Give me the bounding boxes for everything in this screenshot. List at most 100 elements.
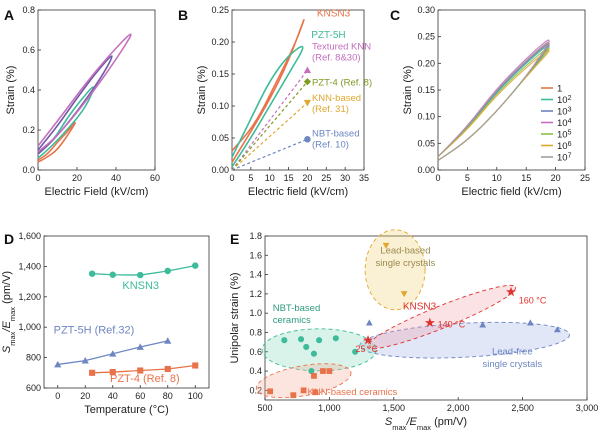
- panel-E-ytick-label: 0.2: [249, 385, 262, 395]
- panel-B-ref-line-1: [231, 81, 308, 171]
- panel-E-point-3: [479, 321, 487, 328]
- panel-B-ref-label-3: NBT-based: [312, 129, 360, 140]
- panel-A-xtick-label: 60: [150, 173, 160, 183]
- panel-C-legend-label-2-part: 3: [568, 106, 572, 113]
- panel-D-ytick-label: 1,000: [18, 322, 41, 332]
- panel-C-xtick-label: 25: [580, 173, 590, 183]
- panel-D-marker-0: [164, 267, 171, 275]
- panel-E-point-1: [267, 388, 274, 395]
- panel-B-xtick-label: 25: [321, 173, 331, 183]
- panel-D-xtick-label: 0: [55, 391, 60, 401]
- panel-E-point-4: [506, 286, 516, 297]
- panel-B-loop-0: [231, 19, 305, 163]
- panel-D-marker-2: [164, 365, 171, 373]
- panel-D-ylabel-part: /E: [1, 321, 13, 333]
- panel-C-xtick-label: 5: [465, 173, 470, 183]
- panel-E-xlabel-part: S: [385, 416, 393, 428]
- panel-D: 0 20 40 60 80 100 600 800 1,000 1,200 1,400 1,600 KN…: [1, 231, 210, 416]
- panel-C-ytick-label: 0.25: [417, 32, 435, 42]
- panel-E-label-KNSN3: KNSN3: [403, 301, 437, 312]
- panel-E-point-1: [311, 372, 317, 379]
- panel-E-ytick-label: 1.8: [249, 231, 262, 241]
- panel-C-legend-label-5: 106: [557, 141, 572, 153]
- panel-E-point-1: [326, 368, 333, 374]
- panel-C-legend-label-6: 107: [557, 152, 572, 164]
- panel-D-label-PZT4: PZT-4 (Ref. 8): [110, 373, 180, 385]
- panel-D-marker-2: [89, 369, 96, 376]
- panel-letter-D: D: [4, 231, 14, 247]
- panel-D-ytick-label: 1,400: [18, 261, 41, 271]
- panel-E-ytick-label: 1.0: [249, 308, 262, 318]
- panel-B-xtick-label: 35: [359, 173, 369, 183]
- panel-D-xtick-label: 80: [163, 391, 173, 401]
- panel-E-region-lead-based: [364, 229, 426, 311]
- panel-C-legend-label-5-part: 10: [557, 141, 568, 152]
- panel-E-ytick-label: 0.4: [249, 366, 262, 376]
- panel-E-xtick-label: 2,000: [447, 403, 470, 413]
- panel-C-legend-label-0-part: 1: [557, 84, 562, 95]
- panel-B-loop-1: [231, 45, 304, 168]
- panel-D-ytick-label: 600: [26, 383, 41, 393]
- panel-C-loop-2: [437, 43, 550, 161]
- panel-D-ytick-label: 800: [26, 353, 41, 363]
- panel-B-ref-marker-2: [303, 99, 312, 107]
- panel-E-frame: [264, 235, 588, 401]
- panel-B-xtick-label: 5: [248, 173, 253, 183]
- panel-B-ytick-label: 0.10: [211, 101, 229, 111]
- panel-E-ytick-label: 1.4: [249, 270, 262, 280]
- panel-C-xtick-label: 0: [435, 173, 440, 183]
- panel-B-xtick-label: 30: [340, 173, 350, 183]
- panel-D-marker-0: [88, 270, 96, 277]
- panel-D-ytick-label: 1,200: [18, 292, 41, 302]
- panel-C-legend-label-3: 104: [557, 118, 572, 130]
- panel-B-xtick-label: 0: [229, 173, 234, 183]
- panel-B-xtick-label: 15: [284, 173, 294, 183]
- panel-D-marker-2: [137, 367, 144, 374]
- panel-B-ref-label-0: Textured KNN: [312, 42, 371, 53]
- panel-E-point-2: [400, 291, 408, 298]
- panel-B-ref-label-2: (Ref. 31): [312, 104, 349, 115]
- panel-C-legend-label-4-part: 10: [557, 130, 568, 141]
- panel-C-legend-label-4-part: 5: [568, 129, 572, 136]
- panel-A-ytick-label: 0.0: [22, 165, 35, 175]
- panel-E-xlabel-part: max: [417, 423, 431, 432]
- panel-E-ytick-label: 1.2: [249, 289, 262, 299]
- panel-E-temp-label-2: 160 °C: [519, 296, 547, 306]
- panel-D-marker-0: [137, 271, 144, 279]
- panel-D-ylabel-part: (pm/V): [1, 271, 13, 307]
- panel-D-ytick-label: 1,600: [18, 231, 41, 241]
- panel-E-label-nbt: ceramics: [273, 315, 311, 326]
- panel-E-point-1: [290, 392, 297, 399]
- panel-E-point-0: [281, 337, 288, 344]
- panel-E-label-lead-based: Lead-based: [380, 245, 430, 256]
- panel-D-xlabel: Temperature (°C): [84, 404, 168, 416]
- panel-C-xtick-label: 15: [521, 173, 531, 183]
- panel-B-ref-label-1: PZT-4 (Ref. 8): [312, 78, 372, 89]
- panel-A-ytick-label: 0.6: [22, 45, 35, 55]
- panel-B-ylabel: Strain (%): [196, 66, 208, 115]
- panel-E-ytick-label: 0.8: [249, 327, 262, 337]
- panel-A-xtick-label: 20: [72, 173, 82, 183]
- panel-D-marker-0: [192, 262, 199, 269]
- panel-B-xtick-label: 10: [265, 173, 275, 183]
- panel-letter-A: A: [4, 7, 14, 23]
- panel-D-label-KNSN3: KNSN3: [122, 280, 159, 292]
- panel-A-frame: [37, 9, 156, 171]
- panel-E: 500 1,000 1,500 2,000 2,500 3,000 0.2 0.4 0.6 0.8…: [229, 229, 598, 432]
- panel-B-xlabel: Electric field (kV/cm): [248, 186, 348, 198]
- panel-E-point-3: [365, 319, 373, 326]
- panel-E-xlabel: Smax/Emax (pm/V): [385, 416, 467, 432]
- panel-C-legend-label-0: 1: [557, 84, 562, 95]
- panel-E-point-4: [424, 317, 435, 328]
- panel-A-ytick-label: 0.4: [22, 85, 35, 95]
- panel-A-ytick-label: 0.2: [22, 125, 35, 135]
- panel-E-label-knn: KNN-based ceramics: [308, 387, 398, 398]
- panel-E-point-1: [312, 389, 319, 396]
- panel-E-point-1: [300, 387, 307, 394]
- panel-E-point-0: [352, 348, 359, 355]
- panel-E-point-0: [332, 335, 339, 342]
- panel-D-marker-1: [136, 343, 144, 350]
- panel-B-label-KNSN3: KNSN3: [317, 8, 351, 19]
- panel-A-ylabel: Strain (%): [5, 66, 17, 115]
